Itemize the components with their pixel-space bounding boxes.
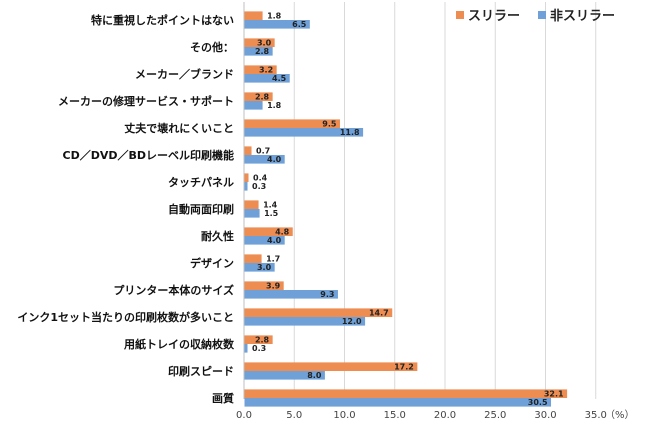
data-label: 4.8	[275, 227, 290, 236]
bar-non-thriller	[244, 317, 366, 326]
bar-thriller	[244, 200, 259, 209]
category-label: メーカー／ブランド	[135, 67, 234, 81]
category-label: インク1セット当たりの印刷枚数が多いこと	[17, 310, 234, 324]
data-label: 6.5	[292, 20, 307, 29]
bar-thriller	[244, 11, 263, 20]
unit-label: （%）	[605, 409, 635, 421]
bar-thriller	[244, 227, 293, 236]
data-label: 12.0	[342, 317, 362, 326]
category-label: その他：	[190, 40, 234, 54]
data-label: 14.7	[369, 308, 389, 317]
bar-thriller	[244, 308, 393, 317]
bar-thriller	[244, 254, 262, 263]
x-tick-label: 30.0	[534, 410, 556, 421]
data-label: 0.7	[256, 146, 270, 155]
data-label: 4.0	[267, 155, 282, 164]
bar-non-thriller	[244, 128, 364, 137]
data-label: 32.1	[544, 389, 564, 398]
bar-non-thriller	[244, 182, 248, 191]
bar-non-thriller	[244, 74, 290, 83]
data-labels: 1.86.53.02.83.24.52.81.89.511.80.74.00.4…	[252, 11, 564, 407]
category-label: タッチパネル	[168, 176, 234, 189]
data-label: 30.5	[528, 398, 548, 407]
gridlines	[293, 2, 597, 399]
data-label: 4.0	[267, 236, 282, 245]
category-label: 自動両面印刷	[168, 202, 234, 216]
data-label: 0.3	[252, 182, 266, 191]
bar-non-thriller	[244, 371, 325, 380]
category-label: CD／DVD／BDレーベル印刷機能	[63, 148, 235, 162]
bars	[244, 11, 568, 407]
category-label: デザイン	[190, 256, 234, 270]
x-axis-ticks: 0.0 5.0 10.0 15.0 20.0 25.0 30.0 35.0	[236, 410, 607, 421]
bar-thriller	[244, 173, 249, 182]
bar-thriller	[244, 92, 273, 101]
category-label: 耐久性	[201, 229, 234, 243]
bar-thriller	[244, 65, 277, 74]
data-label: 8.0	[307, 371, 322, 380]
data-label: 11.8	[340, 128, 360, 137]
data-label: 0.3	[252, 344, 266, 353]
legend: スリラー 非スリラー	[456, 8, 615, 24]
x-tick-label: 25.0	[484, 410, 506, 421]
data-label: 4.5	[272, 74, 287, 83]
data-label: 1.8	[267, 101, 282, 110]
data-label: 3.0	[257, 263, 272, 272]
bar-non-thriller	[244, 101, 263, 110]
data-label: 3.9	[266, 281, 281, 290]
category-label: 丈夫で壊れにくいこと	[124, 121, 234, 135]
x-tick-label: 20.0	[434, 410, 456, 421]
data-label: 3.0	[257, 38, 272, 47]
bar-non-thriller	[244, 155, 285, 164]
bar-non-thriller	[244, 236, 285, 245]
x-tick-label: 35.0	[585, 410, 607, 421]
legend-swatch-thriller	[456, 11, 464, 19]
data-label: 1.8	[267, 11, 282, 20]
category-label: メーカーの修理サービス・サポート	[58, 94, 234, 108]
legend-swatch-non-thriller	[538, 11, 546, 19]
x-tick-label: 15.0	[384, 410, 406, 421]
x-tick-label: 5.0	[286, 410, 302, 421]
bar-thriller	[244, 335, 273, 344]
bar-non-thriller	[244, 47, 273, 56]
bar-non-thriller	[244, 209, 260, 218]
bar-thriller	[244, 38, 275, 47]
x-tick-label: 0.0	[236, 410, 252, 421]
data-label: 2.8	[255, 335, 270, 344]
data-label: 3.2	[259, 65, 273, 74]
category-label: 用紙トレイの収納枚数	[124, 337, 235, 351]
data-label: 1.5	[264, 209, 279, 218]
bar-non-thriller	[244, 398, 552, 407]
bar-thriller	[244, 281, 284, 290]
data-label: 2.8	[255, 92, 270, 101]
data-label: 0.4	[253, 173, 268, 182]
data-label: 1.7	[266, 254, 280, 263]
category-label: 印刷スピード	[168, 365, 234, 378]
category-label: 画質	[212, 391, 234, 405]
bar-thriller	[244, 146, 252, 155]
legend-label-non-thriller: 非スリラー	[550, 8, 615, 24]
bar-non-thriller	[244, 20, 310, 29]
bar-non-thriller	[244, 344, 248, 353]
category-label: 特に重視したポイントはない	[91, 13, 234, 27]
data-label: 9.3	[320, 290, 334, 299]
bar-thriller	[244, 362, 418, 371]
data-label: 9.5	[322, 119, 337, 128]
bar-thriller	[244, 119, 340, 128]
data-label: 17.2	[394, 362, 414, 371]
bar-thriller	[244, 389, 568, 398]
legend-label-thriller: スリラー	[468, 9, 520, 24]
bar-non-thriller	[244, 263, 275, 272]
category-label: プリンター本体のサイズ	[113, 283, 234, 297]
data-label: 1.4	[263, 200, 278, 209]
data-label: 2.8	[255, 47, 270, 56]
bar-non-thriller	[244, 290, 338, 299]
x-tick-label: 10.0	[333, 410, 355, 421]
